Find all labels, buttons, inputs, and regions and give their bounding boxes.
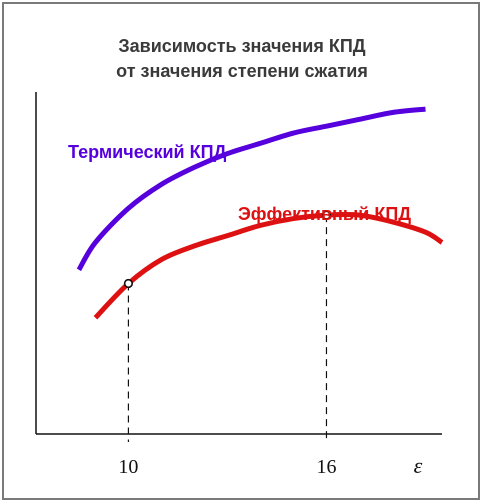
thermal-efficiency-curve — [76, 106, 426, 272]
x-tick-label-16: 16 — [316, 456, 336, 478]
chart-title-line-1: Зависимость значения КПД — [118, 36, 366, 56]
series-layer — [76, 106, 444, 320]
data-point-marker-1 — [321, 210, 332, 220]
series-label-effective: Эффективный КПД — [238, 204, 411, 224]
marker-layer — [123, 210, 332, 289]
x-tick-labels: 10 16 — [118, 456, 336, 478]
chart-frame — [2, 2, 480, 500]
x-tick-label-10: 10 — [118, 456, 138, 478]
x-axis-label: ε — [414, 453, 423, 478]
chart-title-line-2: от значения степени сжатия — [116, 61, 368, 81]
drop-lines — [127, 215, 328, 442]
series-label-thermal: Термический КПД — [68, 142, 227, 162]
chart-title: Зависимость значения КПД от значения сте… — [0, 34, 484, 84]
effective-efficiency-curve — [93, 211, 444, 320]
data-point-marker-0 — [123, 278, 134, 289]
